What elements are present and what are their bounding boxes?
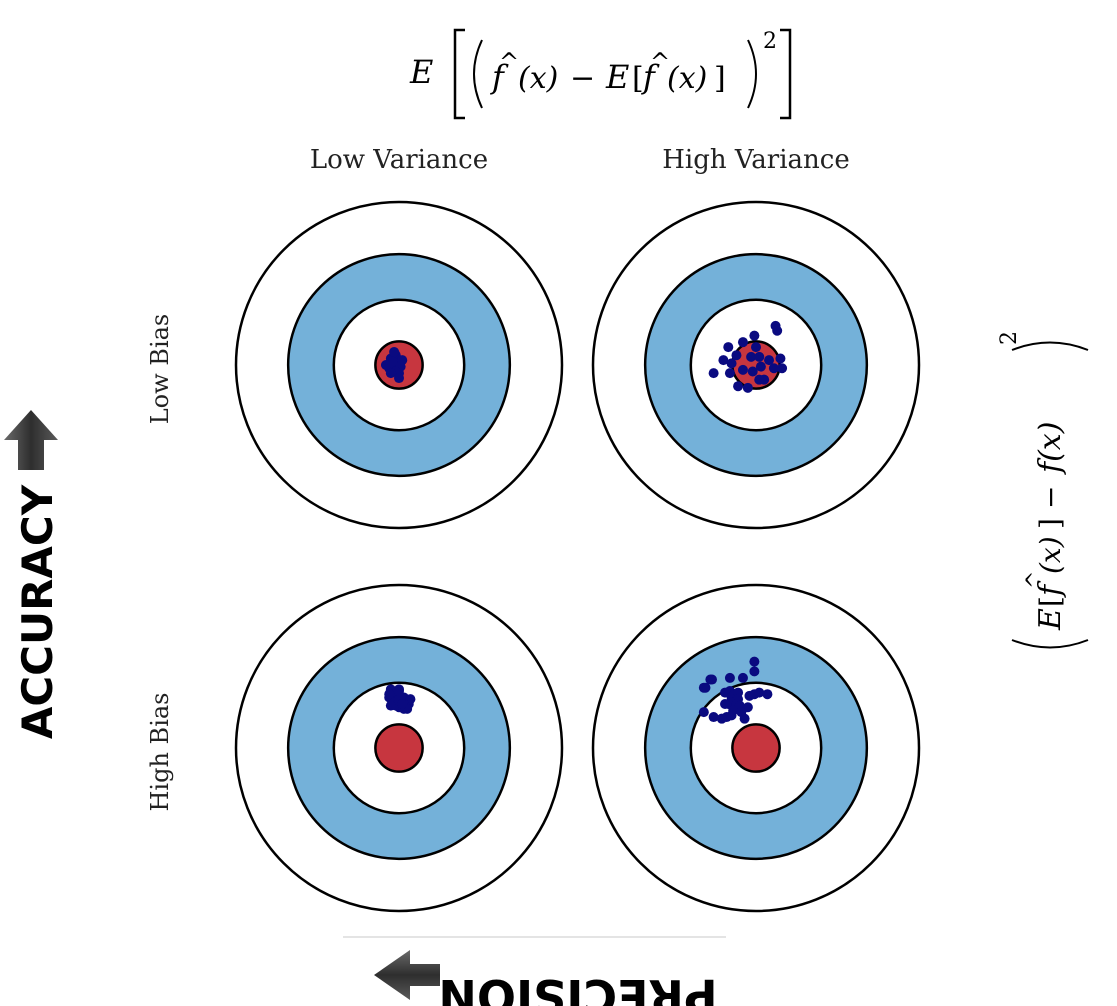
shot-point: [764, 355, 775, 366]
shot-point: [380, 360, 391, 370]
shot-point: [394, 373, 404, 384]
shot-point: [733, 381, 744, 392]
variance-minus: −: [570, 61, 595, 96]
target-high-bias-high-variance: [591, 583, 921, 913]
shot-point: [718, 355, 729, 366]
inner-bracket-right: ]: [714, 61, 726, 96]
shot-point: [749, 666, 760, 677]
shot-point: [772, 325, 783, 336]
right-paren: [747, 39, 757, 109]
shot-point: [698, 682, 709, 693]
bias-bracket-right: ]: [1034, 518, 1067, 529]
shot-point: [394, 685, 404, 696]
shot-point: [749, 330, 760, 341]
target-low-bias-high-variance: [591, 200, 921, 530]
shot-point: [737, 337, 748, 348]
inner-arg: (x): [667, 61, 707, 96]
shot-point: [726, 710, 737, 721]
shot-point: [754, 687, 765, 698]
shot-point: [775, 353, 786, 364]
shot-point: [737, 672, 748, 683]
f-hat-mark: ^: [499, 48, 519, 76]
left-square-bracket: [453, 28, 465, 120]
shot-point: [723, 342, 734, 353]
shot-point: [762, 689, 773, 700]
right-square-bracket: [780, 28, 792, 120]
column-title-low-variance: Low Variance: [310, 145, 488, 175]
shot-point: [705, 674, 716, 685]
shot-point: [389, 346, 400, 357]
variance-arg: (x): [518, 61, 558, 96]
shot-point: [746, 351, 757, 362]
target-low-bias-low-variance: [234, 200, 564, 530]
f-hat-mark-2: ^: [650, 48, 670, 76]
precision-axis: PRECISION: [343, 936, 726, 1006]
bias-formula: E [ ^ f (x) ] − f(x) 2: [997, 331, 1089, 649]
bias-minus: −: [1034, 486, 1067, 509]
bias-exponent: 2: [997, 331, 1022, 345]
bias-expectation: E: [1033, 608, 1068, 631]
bias-f: f(x): [1033, 422, 1068, 475]
shot-point: [385, 368, 396, 379]
accuracy-label: ACCURACY: [13, 484, 62, 739]
bias-bracket-left: [: [1034, 596, 1067, 607]
shot-point: [385, 700, 396, 711]
accuracy-up-arrow-icon: [4, 410, 58, 470]
shot-point: [708, 712, 719, 723]
left-paren: [473, 39, 483, 109]
row-title-low-bias: Low Bias: [146, 314, 174, 425]
shot-point: [731, 350, 742, 361]
shot-point: [742, 382, 753, 393]
shot-point: [754, 374, 765, 385]
shot-point: [768, 363, 779, 374]
targets-grid: [234, 200, 921, 913]
column-title-high-variance: High Variance: [662, 145, 849, 175]
shot-point: [749, 656, 760, 667]
precision-left-arrow-icon: [374, 950, 440, 1000]
bias-right-paren: [1011, 341, 1089, 351]
shot-point: [726, 358, 737, 369]
bias-hat-mark: ^: [1023, 571, 1048, 589]
shot-point: [751, 342, 761, 353]
precision-label: PRECISION: [438, 969, 717, 1006]
accuracy-axis: ACCURACY: [4, 410, 62, 739]
shot-point: [384, 689, 395, 700]
target-ring-3: [731, 723, 781, 773]
variance-exponent: 2: [763, 29, 777, 54]
shot-point: [777, 363, 788, 374]
shot-point: [747, 366, 758, 377]
inner-expectation: E: [605, 58, 629, 96]
shot-point: [698, 707, 709, 718]
inner-bracket-left: [: [632, 61, 644, 96]
variance-expectation: E: [409, 53, 433, 91]
variance-formula: E ^ f (x) − E [ ^ f (x) ] 2: [409, 28, 792, 120]
shot-point: [716, 713, 727, 724]
shot-point: [397, 698, 408, 709]
bias-arg: (x): [1034, 536, 1067, 574]
shot-point: [724, 368, 735, 379]
shot-point: [754, 351, 765, 362]
shot-point: [739, 713, 750, 724]
shot-point: [720, 698, 731, 709]
shot-point: [755, 361, 766, 372]
target-ring-3: [374, 723, 424, 773]
shot-point: [708, 368, 719, 379]
row-title-high-bias: High Bias: [146, 693, 174, 812]
target-high-bias-low-variance: [234, 583, 564, 913]
shot-point: [737, 364, 748, 375]
bias-left-paren: [1011, 639, 1089, 649]
shot-point: [724, 672, 735, 683]
